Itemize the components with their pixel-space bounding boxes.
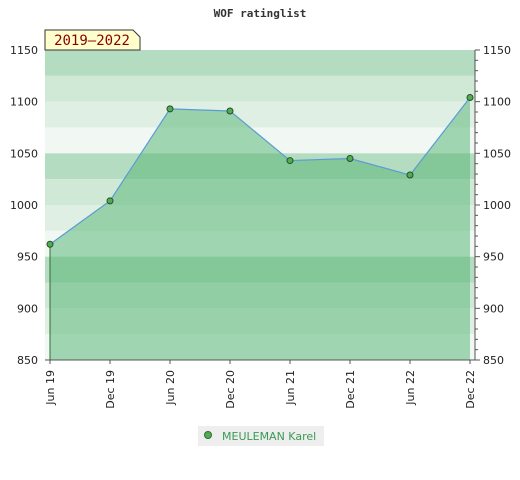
y-tick-label-left: 1150 [10,44,38,57]
legend-label: MEULEMAN Karel [222,430,316,443]
x-tick-label: Jun 20 [164,370,177,406]
x-tick-label: Dec 19 [104,370,117,409]
y-tick-label-right: 900 [483,302,504,315]
legend-box [198,426,324,446]
y-tick-label-left: 1000 [10,199,38,212]
data-points [46,94,474,360]
y-tick-label-right: 1150 [483,44,511,57]
legend[interactable]: MEULEMAN Karel [198,426,324,446]
period-badge-text: 2019–2022 [54,33,130,49]
y-tick-label-right: 950 [483,251,504,264]
background-band [45,50,475,76]
x-tick-label: Dec 22 [464,370,477,409]
period-badge-box [44,29,141,51]
x-tick-label: Dec 20 [224,370,237,409]
x-tick-label: Jun 22 [404,370,417,406]
x-axis: Jun 19 Dec 19 Jun 20 Dec 20 Jun 21 Dec 21 Jun … [44,359,477,409]
y-tick-label-right: 1050 [483,147,511,160]
data-point[interactable] [106,197,114,205]
y-tick-label-left: 950 [17,251,38,264]
x-tick-label: Jun 21 [284,370,297,406]
y-tick-label-left: 900 [17,302,38,315]
y-tick-label-right: 1100 [483,96,511,109]
period-badge: 2019–2022 [44,29,141,51]
chart-title: WOF ratinglist [214,7,307,20]
data-point[interactable] [46,240,54,248]
y-axis-left: 850 900 950 1000 1050 1100 1150 [10,44,38,367]
y-tick-label-left: 850 [17,354,38,367]
x-tick-label: Dec 21 [344,370,357,409]
y-axis-right: 850 900 950 1000 1050 1100 1150 [474,44,511,367]
y-tick-label-left: 1100 [10,96,38,109]
background-band [45,75,475,102]
background-band [45,101,475,128]
data-point[interactable] [346,155,354,162]
x-tick-label: Jun 19 [44,370,57,406]
data-point[interactable] [226,107,234,115]
data-point[interactable] [466,94,474,102]
rating-line [49,97,471,245]
y-tick-label-left: 1050 [10,147,38,160]
data-point[interactable] [286,157,294,165]
y-tick-label-right: 850 [483,354,504,367]
data-point[interactable] [406,171,414,179]
data-point[interactable] [166,105,174,113]
y-tick-label-right: 1000 [483,199,511,212]
legend-marker-icon [204,431,212,439]
